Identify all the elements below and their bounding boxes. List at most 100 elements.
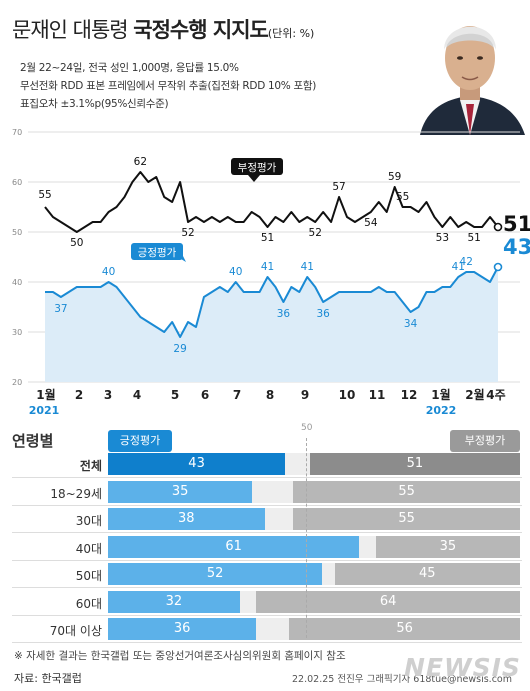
age-section-title: 연령별	[12, 432, 54, 450]
series-badge-pointer-1	[176, 250, 186, 262]
positive-header-badge: 긍정평가	[108, 430, 172, 452]
x-tick-label: 3	[104, 388, 112, 402]
y-tick-label: 60	[12, 178, 22, 187]
newsis-logo: NEWSIS	[404, 653, 521, 682]
x-tick-label: 1월	[36, 387, 55, 402]
data-label: 55	[38, 189, 51, 201]
data-label: 40	[229, 266, 242, 278]
x-tick-label: 8	[266, 388, 274, 402]
data-label: 41	[261, 261, 274, 273]
undecided-gap	[256, 618, 290, 640]
row-divider	[12, 614, 522, 616]
fifty-marker-line	[306, 438, 307, 638]
x-tick-label: 6	[201, 388, 209, 402]
x-tick-label: 2월	[465, 387, 484, 402]
positive-bar: 32	[108, 590, 240, 613]
x-tick-label: 5	[171, 388, 179, 402]
age-row-label: 18~29세	[50, 486, 102, 501]
x-tick-label: 9	[301, 388, 309, 402]
undecided-gap	[264, 508, 294, 530]
x-tick-label: 4주	[486, 388, 505, 402]
data-label: 59	[388, 171, 401, 183]
data-label: 51	[503, 212, 530, 236]
x-tick-label: 2	[75, 388, 83, 402]
credit-label: 22.02.25 전진우 그래픽기자 618tue@newsis.com	[292, 674, 512, 685]
undecided-gap	[252, 480, 294, 503]
data-label: 41	[301, 261, 314, 273]
x-tick-label: 11	[369, 388, 386, 402]
y-tick-label: 50	[12, 228, 22, 237]
data-label: 54	[364, 217, 378, 229]
x-tick-label: 10	[339, 388, 356, 402]
age-row-label: 50대	[75, 569, 102, 583]
age-row-label: 30대	[75, 514, 102, 528]
data-labels: 55 50 62 52 51 52 57 54 59 55 53 51 51 37 40 29 40 41 36 41…	[38, 156, 530, 355]
year-label: 2022	[426, 404, 457, 417]
data-label: 55	[396, 191, 409, 203]
age-row-label: 70대 이상	[49, 624, 102, 638]
series-badge-pointer-0	[248, 175, 260, 182]
series-line-1	[45, 266, 499, 338]
data-label: 41	[452, 261, 465, 273]
undecided-gap	[239, 590, 257, 613]
data-label: 29	[173, 343, 186, 355]
negative-bar: 64	[256, 590, 520, 613]
positive-area-fill	[45, 267, 498, 382]
negative-bar: 56	[289, 618, 520, 640]
positive-bar: 52	[108, 563, 323, 585]
x-axis-ticks: 1월 2 3 4 5 6 7 8 9 10 11 12 1월 2월 4주 2021 2022	[29, 387, 506, 417]
survey-note-1: 2월 22~24일, 전국 성인 1,000명, 응답률 15.0%	[20, 62, 239, 74]
row-divider	[12, 642, 522, 643]
series-end-dot-0	[493, 222, 503, 232]
president-photo	[410, 0, 530, 135]
data-label: 37	[54, 303, 67, 315]
data-label: 43	[503, 235, 530, 259]
data-label: 36	[277, 308, 291, 320]
survey-note-2: 무선전화 RDD 표본 프레임에서 무작위 추출(집전화 RDD 10% 포함)	[20, 80, 317, 92]
data-label: 51	[467, 232, 480, 244]
data-label: 62	[134, 156, 147, 168]
data-label: 57	[332, 181, 345, 193]
data-label: 36	[316, 308, 330, 320]
age-row-label: 전체	[79, 459, 102, 473]
title-bold: 국정수행 지지도	[133, 18, 269, 42]
data-label: 42	[460, 256, 473, 268]
row-divider	[12, 587, 522, 588]
source-label: 자료: 한국갤럽	[14, 672, 82, 685]
y-tick-label: 20	[12, 378, 22, 387]
data-label: 52	[181, 227, 194, 239]
age-row-label: 40대	[75, 541, 102, 556]
title-unit: (단위: %)	[267, 27, 315, 40]
series-badge-label-1: 긍정평가	[138, 247, 177, 259]
y-tick-label: 40	[12, 278, 22, 287]
row-divider	[12, 559, 522, 561]
x-tick-label: 12	[401, 388, 418, 402]
y-tick-label: 30	[12, 328, 22, 337]
negative-bar: 45	[334, 563, 520, 585]
positive-bar: 35	[108, 480, 253, 503]
footnote: ※ 자세한 결과는 한국갤럽 또는 중앙선거여론조사심의위원회 홈페이지 참조	[14, 650, 346, 662]
positive-area	[45, 267, 498, 382]
data-label: 53	[436, 232, 449, 244]
undecided-gap	[359, 535, 376, 558]
data-label: 40	[102, 266, 115, 278]
data-label: 34	[404, 318, 418, 330]
fifty-marker-label: 50	[301, 423, 313, 433]
age-row-label: 60대	[75, 596, 102, 611]
data-label: 51	[261, 232, 274, 244]
y-tick-label: 70	[12, 128, 22, 137]
page-title: 문재인 대통령 국정수행 지지도(단위: %)	[12, 14, 314, 44]
data-label: 52	[309, 227, 322, 239]
x-tick-label: 7	[233, 388, 241, 402]
row-divider	[12, 477, 522, 478]
series-badge-0	[231, 158, 283, 175]
series-badge-label-0: 부정평가	[238, 162, 277, 174]
title-prefix: 문재인 대통령	[12, 18, 129, 42]
negative-bar: 55	[293, 480, 520, 503]
undecided-gap	[285, 453, 310, 475]
row-divider	[12, 504, 522, 506]
series-end-dot-1	[493, 262, 503, 272]
undecided-gap	[322, 563, 335, 585]
